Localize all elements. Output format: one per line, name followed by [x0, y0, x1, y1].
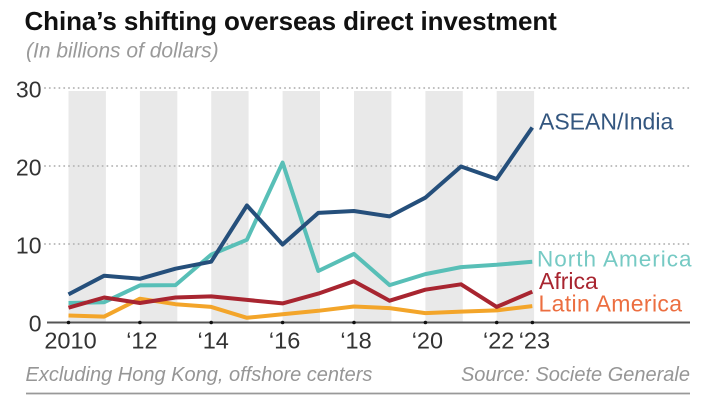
svg-text:‘12: ‘12: [126, 328, 157, 354]
svg-text:20: 20: [16, 155, 42, 181]
svg-text:2010: 2010: [44, 328, 96, 354]
svg-text:10: 10: [16, 233, 42, 259]
svg-text:‘22: ‘22: [483, 328, 514, 354]
svg-text:0: 0: [29, 311, 42, 337]
svg-text:‘18: ‘18: [340, 328, 371, 354]
svg-text:Excluding Hong Kong, offshore: Excluding Hong Kong, offshore centers: [26, 364, 373, 386]
svg-text:Latin America: Latin America: [539, 291, 683, 317]
svg-text:Africa: Africa: [539, 268, 598, 294]
svg-text:ASEAN/India: ASEAN/India: [539, 109, 673, 135]
svg-text:North America: North America: [537, 247, 693, 272]
svg-text:‘14: ‘14: [198, 328, 229, 354]
svg-text:‘23: ‘23: [519, 328, 550, 354]
svg-text:‘20: ‘20: [412, 328, 443, 354]
svg-text:30: 30: [16, 77, 42, 103]
svg-text:‘16: ‘16: [269, 328, 300, 354]
svg-text:China’s shifting overseas dire: China’s shifting overseas direct investm…: [25, 6, 558, 36]
svg-text:Source: Societe Generale: Source: Societe Generale: [461, 364, 690, 386]
svg-text:(In billions of dollars): (In billions of dollars): [26, 40, 219, 63]
